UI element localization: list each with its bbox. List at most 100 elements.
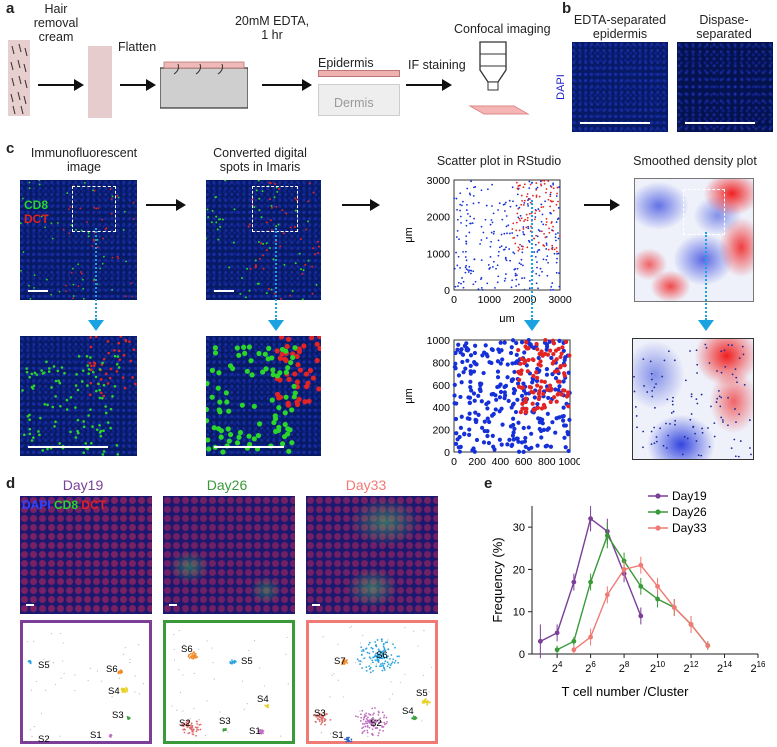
dct-point: [518, 184, 521, 187]
background-cell: [111, 696, 113, 698]
dct-point: [517, 207, 520, 210]
cd8-point: [495, 267, 497, 270]
cluster-cell: [183, 731, 186, 734]
cluster-cell: [392, 643, 394, 646]
y-tick-label: 0: [444, 447, 450, 459]
cd8-spot: [217, 218, 220, 221]
cd8-point: [521, 449, 526, 454]
cluster-cell: [424, 698, 427, 700]
cluster-cell: [387, 648, 390, 651]
cd8-spot: [218, 434, 224, 440]
y-tick-label: 30: [513, 522, 525, 534]
dct-point: [514, 242, 517, 245]
dct-spot: [113, 349, 116, 352]
title-digital-spots: Converted digital spots in Imaris: [213, 146, 307, 174]
dct-spot: [306, 398, 312, 404]
cd8-point: [491, 205, 493, 207]
cd8-point: [457, 449, 462, 454]
cd8-point: [490, 240, 493, 243]
cd8-spot: [270, 204, 273, 207]
density-dot: [642, 446, 644, 449]
cd8-point: [464, 250, 467, 253]
cd8-point: [518, 262, 521, 265]
background-cell: [211, 647, 213, 649]
cd8-spot: [241, 344, 247, 350]
cluster-cell: [190, 722, 193, 725]
dct-spot: [293, 225, 296, 228]
cd8-spot: [257, 282, 260, 285]
cd8-point: [510, 338, 516, 343]
cluster-label: S1: [90, 730, 102, 741]
dct-point: [518, 361, 523, 366]
cd8-spot: [269, 355, 275, 361]
cd8-point: [534, 243, 537, 246]
dct-spot: [294, 197, 297, 200]
density-dot: [661, 375, 664, 378]
dct-point: [517, 371, 522, 376]
background-cell: [176, 709, 178, 711]
cluster-cell: [361, 722, 364, 725]
dct-spot: [255, 265, 258, 268]
dct-point: [547, 383, 553, 388]
cd8-spot: [256, 421, 263, 427]
cd8-point: [456, 342, 461, 347]
dct-point: [515, 221, 518, 224]
cluster-cell: [316, 715, 319, 718]
dct-point: [519, 219, 522, 222]
cd8-point: [481, 440, 487, 445]
x-tick-label: 26: [585, 660, 596, 675]
cd8-point: [520, 258, 523, 261]
dermis-layer: [318, 84, 400, 116]
cluster-cell: [362, 731, 364, 733]
dct-spot: [102, 394, 106, 398]
cd8-point: [528, 287, 531, 290]
density-dot: [700, 393, 703, 396]
background-cell: [101, 680, 103, 682]
density-dot: [655, 436, 658, 438]
dct-point: [548, 399, 553, 405]
background-cell: [122, 653, 125, 656]
dct-point: [538, 385, 543, 390]
cd8-point: [527, 199, 529, 202]
cluster-cell: [321, 721, 324, 723]
cd8-point: [460, 359, 465, 365]
cd8-point: [535, 401, 540, 407]
background-cell: [138, 693, 140, 695]
cluster-cell: [197, 728, 200, 731]
cluster-cell: [125, 687, 128, 690]
cd8-point: [545, 427, 550, 432]
density-dot: [730, 447, 733, 450]
density-dot: [713, 435, 716, 438]
cd8-point: [515, 204, 518, 207]
cd8-point: [565, 430, 570, 435]
cluster-cell: [384, 641, 387, 644]
dct-point: [518, 248, 521, 250]
cluster-cell: [122, 690, 125, 693]
dct-spot: [289, 294, 292, 297]
cd8-point: [459, 203, 462, 206]
cluster-cell: [359, 663, 361, 666]
background-cell: [404, 627, 406, 629]
dct-point: [559, 234, 561, 237]
cd8-spot: [101, 396, 104, 400]
y-tick-label: 2000: [427, 212, 451, 224]
background-cell: [206, 700, 208, 702]
cd8-spot: [272, 258, 275, 261]
dct-spot: [269, 198, 272, 201]
cluster-cell: [364, 648, 367, 650]
dct-spot: [77, 285, 80, 287]
density-dot: [722, 421, 724, 423]
cd8-spot: [41, 449, 45, 452]
cluster-cell: [350, 738, 353, 741]
y-axis-unit: μm: [403, 227, 415, 243]
cd8-spot: [98, 396, 102, 400]
imaris-image-zoom: [206, 336, 321, 456]
dct-spot: [90, 364, 93, 368]
dct-spot: [302, 399, 308, 405]
background-cell: [129, 661, 131, 664]
density-dot: [667, 434, 670, 437]
cd8-point: [480, 259, 483, 262]
cd8-point: [472, 283, 475, 286]
dct-spot: [285, 336, 292, 342]
cd8-spot: [276, 190, 279, 193]
